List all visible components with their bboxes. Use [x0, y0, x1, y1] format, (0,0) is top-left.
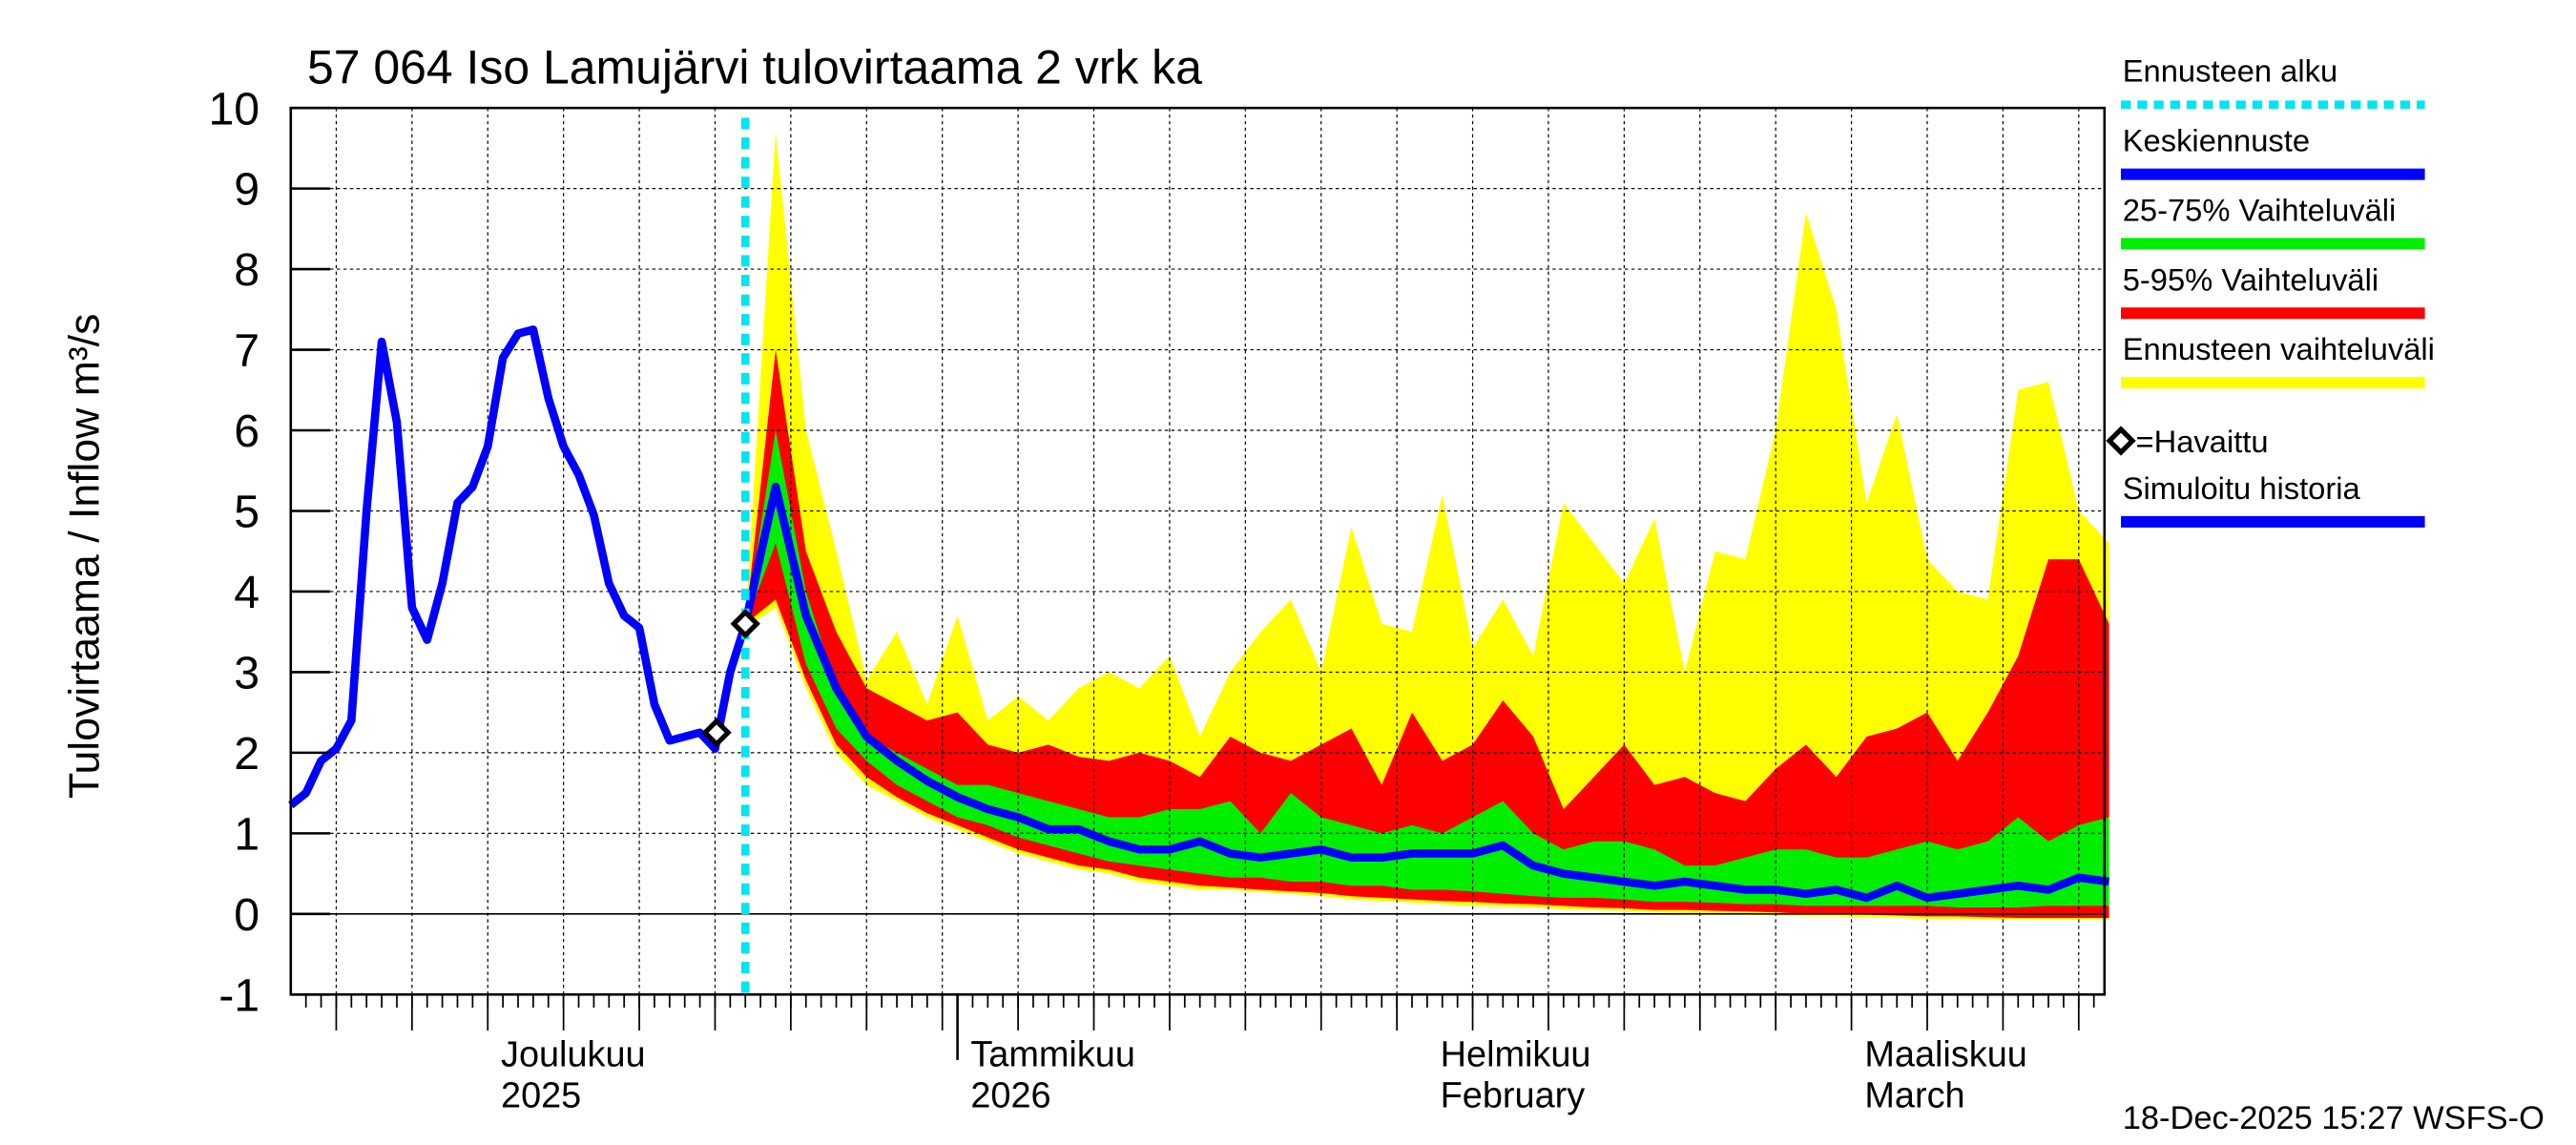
y-tick-label: 5 — [234, 487, 260, 538]
y-tick-label: 10 — [208, 83, 260, 135]
legend-label: 5-95% Vaihteluväli — [2123, 261, 2379, 297]
band-5-95 — [745, 349, 2109, 919]
observed-point — [701, 718, 732, 748]
month-label: Tammikuu — [970, 1035, 1135, 1075]
month-label-sub: 2026 — [970, 1076, 1050, 1116]
y-tick-label: 0 — [234, 889, 260, 941]
y-tick-label: -1 — [218, 970, 260, 1022]
y-tick-label: 8 — [234, 244, 260, 296]
footer-timestamp: 18-Dec-2025 15:27 WSFS-O — [2123, 1100, 2545, 1136]
y-tick-label: 2 — [234, 728, 260, 780]
month-label-sub: March — [1864, 1076, 1964, 1116]
mean-forecast-line — [741, 482, 2110, 903]
plot-frame — [289, 106, 2107, 996]
month-label: Helmikuu — [1441, 1035, 1591, 1075]
y-tick-label: 6 — [234, 406, 260, 457]
legend-diamond-icon — [2106, 426, 2136, 456]
legend-label: Ennusteen alku — [2123, 53, 2337, 89]
y-tick-label: 1 — [234, 809, 260, 861]
history-series-line — [288, 325, 750, 809]
y-tick-label: 3 — [234, 648, 260, 699]
month-label: Joulukuu — [501, 1035, 646, 1075]
legend-label: Keskiennuste — [2123, 123, 2310, 158]
observed-point — [730, 609, 760, 639]
y-tick-label: 7 — [234, 325, 260, 377]
chart-title: 57 064 Iso Lamujärvi tulovirtaama 2 vrk … — [307, 41, 1202, 94]
legend-label: 25-75% Vaihteluväli — [2123, 192, 2397, 227]
legend-label: Simuloitu historia — [2123, 470, 2361, 506]
band-forecast-range — [745, 132, 2109, 920]
band-25-75 — [745, 430, 2109, 908]
month-label-sub: 2025 — [501, 1076, 581, 1116]
y-axis-label: Tulovirtaama / Inflow m³/s — [61, 314, 108, 799]
y-tick-label: 4 — [234, 567, 260, 618]
y-tick-label: 9 — [234, 164, 260, 216]
legend-label: Ennusteen vaihteluväli — [2123, 331, 2435, 366]
month-label-sub: February — [1441, 1076, 1586, 1116]
legend-label: =Havaittu — [2136, 424, 2269, 459]
month-label: Maaliskuu — [1864, 1035, 2026, 1075]
